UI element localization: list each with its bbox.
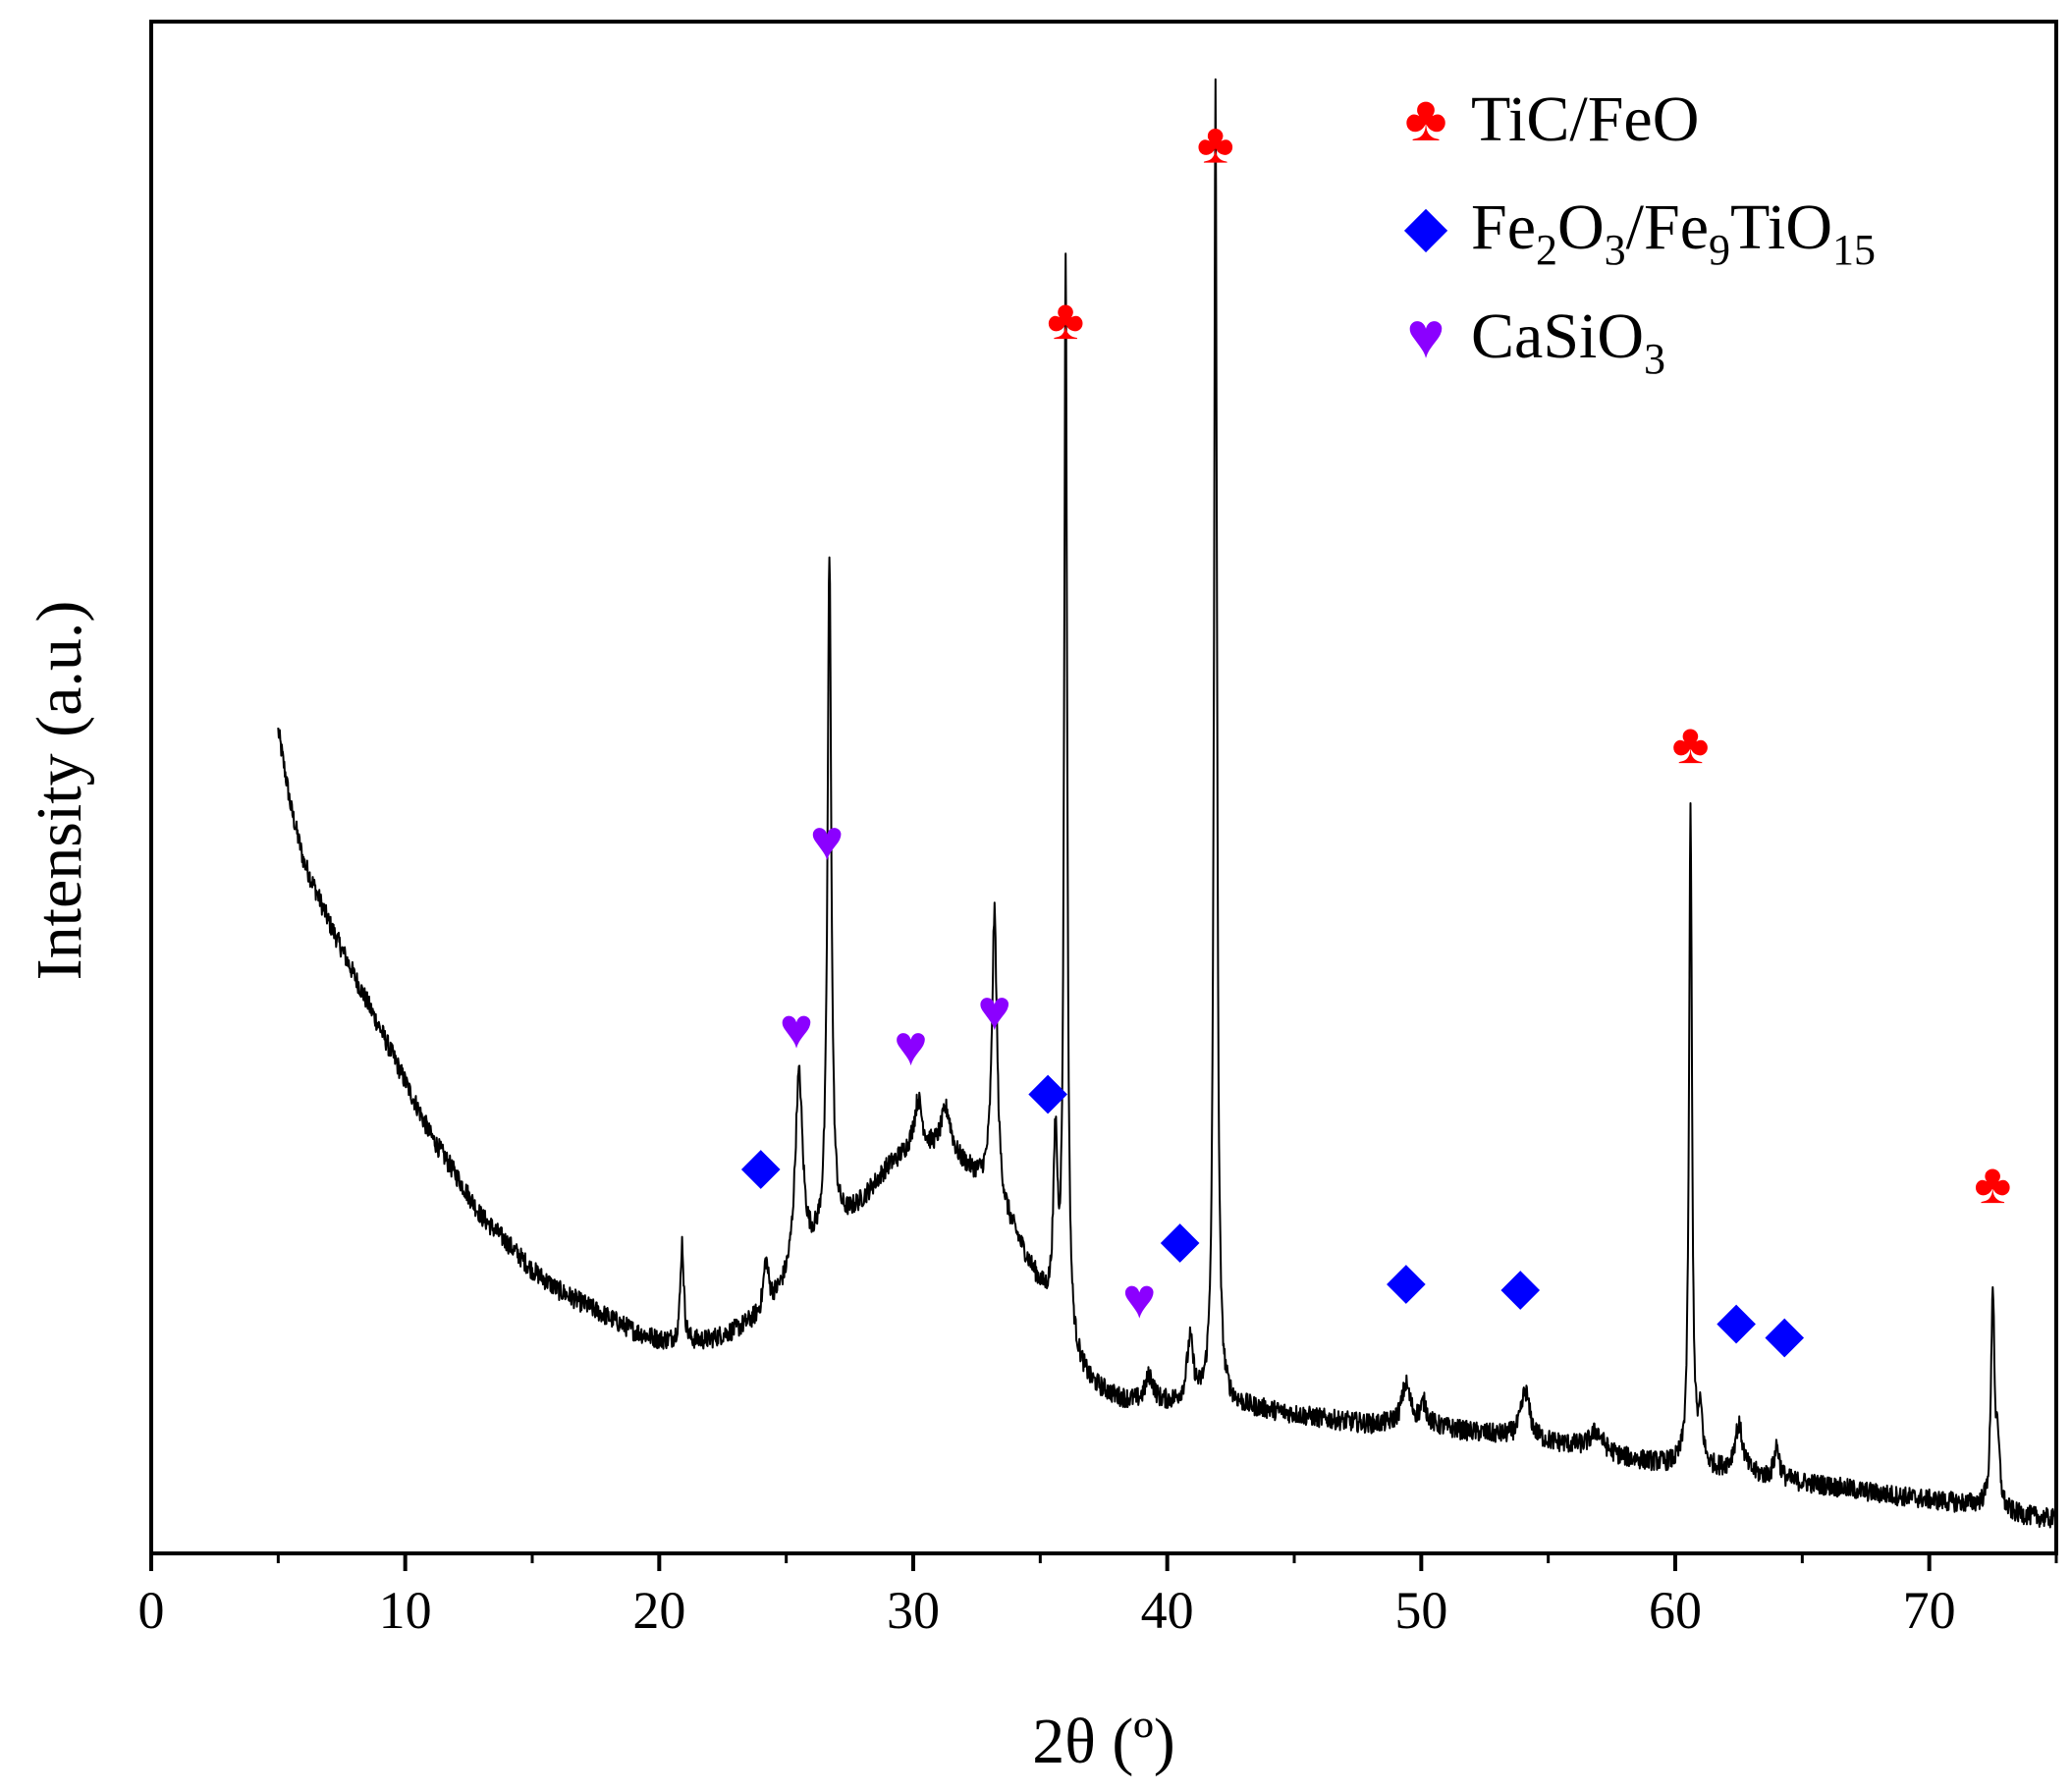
x-tick-label: 60 [1649,1581,1702,1640]
y-axis-title: Intensity (a.u.) [24,601,95,981]
x-tick-label: 0 [138,1581,165,1640]
legend-item-tic-feo: ♣ TiC/FeO [1404,83,1699,155]
peak-marker-diamond-icon: ◆ [1161,1212,1200,1268]
peak-marker-diamond-icon: ◆ [1500,1260,1540,1316]
peak-marker-heart-icon: ♥ [1122,1267,1156,1330]
x-tick-label: 50 [1394,1581,1447,1640]
legend-label-fe2o3: Fe2O3/Fe9TiO15 [1471,191,1876,274]
peak-marker-heart-icon: ♥ [894,1013,927,1077]
peak-marker-club-icon: ♣ [1974,1152,2011,1216]
legend-diamond-icon: ◆ [1404,194,1448,258]
peak-marker-diamond-icon: ◆ [741,1138,781,1194]
peak-marker-heart-icon: ♥ [810,808,844,872]
peak-marker-club-icon: ♣ [1047,288,1084,352]
legend-club-icon: ♣ [1404,83,1446,155]
peak-marker-diamond-icon: ◆ [1028,1063,1067,1119]
legend-item-fe2o3: ◆ Fe2O3/Fe9TiO15 [1404,191,1876,274]
peak-marker-diamond-icon: ◆ [1765,1307,1804,1363]
xrd-pattern-line [277,78,2057,1529]
x-tick-label: 20 [632,1581,685,1640]
peak-marker-diamond-icon: ◆ [1717,1293,1756,1349]
peak-marker-diamond-icon: ◆ [1387,1253,1426,1309]
x-axis-tick-labels: 0 10 20 30 40 50 60 70 [138,1581,1956,1640]
peak-marker-club-icon: ♣ [1671,712,1709,776]
legend-label-casio3: CaSiO3 [1471,300,1665,383]
legend-label-tic-feo: TiC/FeO [1471,83,1699,155]
legend-item-casio3: ♥ CaSiO3 [1406,300,1665,383]
legend-heart-icon: ♥ [1406,300,1444,372]
peak-marker-heart-icon: ♥ [978,978,1011,1042]
peak-marker-heart-icon: ♥ [780,997,813,1060]
x-tick-label: 30 [887,1581,940,1640]
x-tick-label: 10 [379,1581,432,1640]
plot-frame [149,20,2058,1555]
x-tick-label: 40 [1141,1581,1194,1640]
peak-markers: ♣♣♣♣◆◆◆◆ ◆◆ ◆♥♥♥♥♥ [741,112,2012,1364]
x-axis-title: 2θ (º) [1032,1706,1175,1777]
peak-marker-club-icon: ♣ [1197,112,1234,176]
x-tick-label: 70 [1903,1581,1956,1640]
legend: ♣ TiC/FeO ◆ Fe2O3/Fe9TiO15 ♥ CaSiO3 [1404,83,1876,383]
